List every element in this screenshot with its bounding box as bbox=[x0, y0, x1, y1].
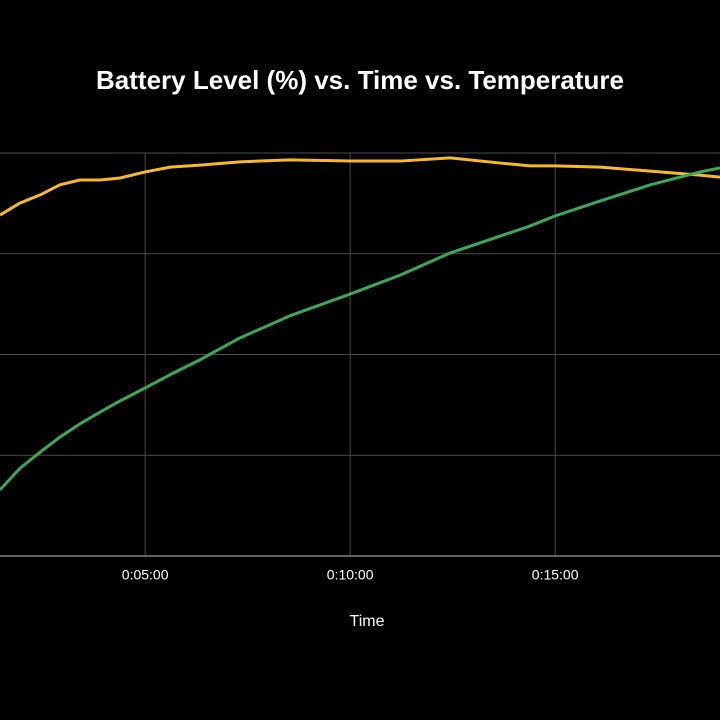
x-tick-label: 0:10:00 bbox=[327, 567, 374, 583]
x-axis-label: Time bbox=[350, 613, 385, 630]
x-tick-label: 0:05:00 bbox=[122, 567, 169, 583]
line-series bbox=[0, 166, 720, 491]
chart-title: Battery Level (%) vs. Time vs. Temperatu… bbox=[96, 65, 624, 95]
line-series bbox=[0, 156, 720, 217]
x-tick-label: 0:15:00 bbox=[532, 567, 579, 583]
